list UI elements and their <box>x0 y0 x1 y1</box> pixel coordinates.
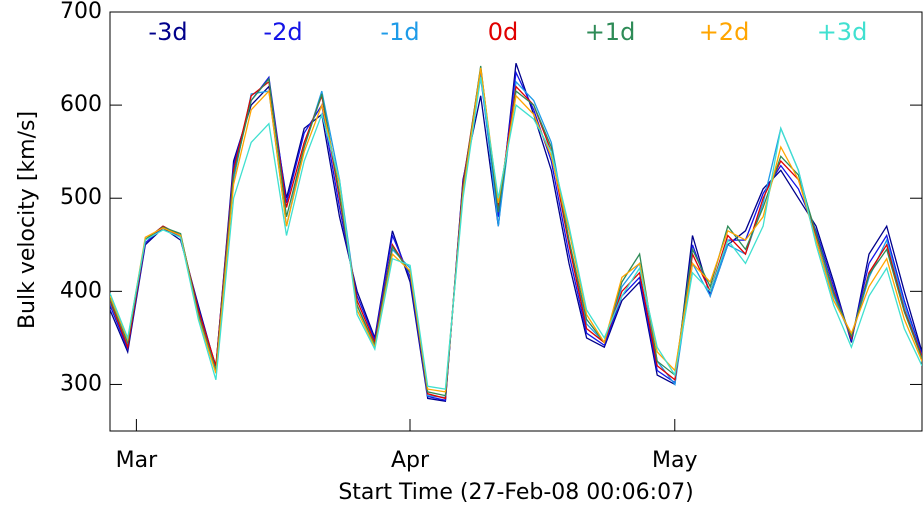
y-axis-title: Bulk velocity [km/s] <box>15 111 40 329</box>
series-line <box>110 67 922 393</box>
y-tick-label: 600 <box>60 92 102 117</box>
lines <box>110 62 922 402</box>
plot-frame <box>109 11 923 432</box>
series-line <box>110 62 922 402</box>
x-tick-label: May <box>652 448 697 473</box>
legend-entry: +2d <box>699 18 750 46</box>
y-tick-label: 400 <box>60 278 102 303</box>
y-tick-label: 500 <box>60 185 102 210</box>
series-line <box>110 77 922 390</box>
y-tick-label: 700 <box>60 0 102 24</box>
x-tick-label: Mar <box>116 448 158 473</box>
x-tick-label: Apr <box>391 448 430 473</box>
legend-entry: +1d <box>585 18 636 46</box>
series-line <box>110 70 922 402</box>
legend-entry: -2d <box>263 18 302 46</box>
legend-entry: +3d <box>817 18 868 46</box>
legend-entry: 0d <box>488 18 519 46</box>
series-line <box>110 72 922 399</box>
series-line <box>110 65 922 397</box>
series-line <box>110 67 922 400</box>
legend-entry: -3d <box>148 18 187 46</box>
legend-entry: -1d <box>380 18 419 46</box>
y-tick-label: 300 <box>60 371 102 396</box>
x-axis-title: Start Time (27-Feb-08 00:06:07) <box>338 480 693 505</box>
